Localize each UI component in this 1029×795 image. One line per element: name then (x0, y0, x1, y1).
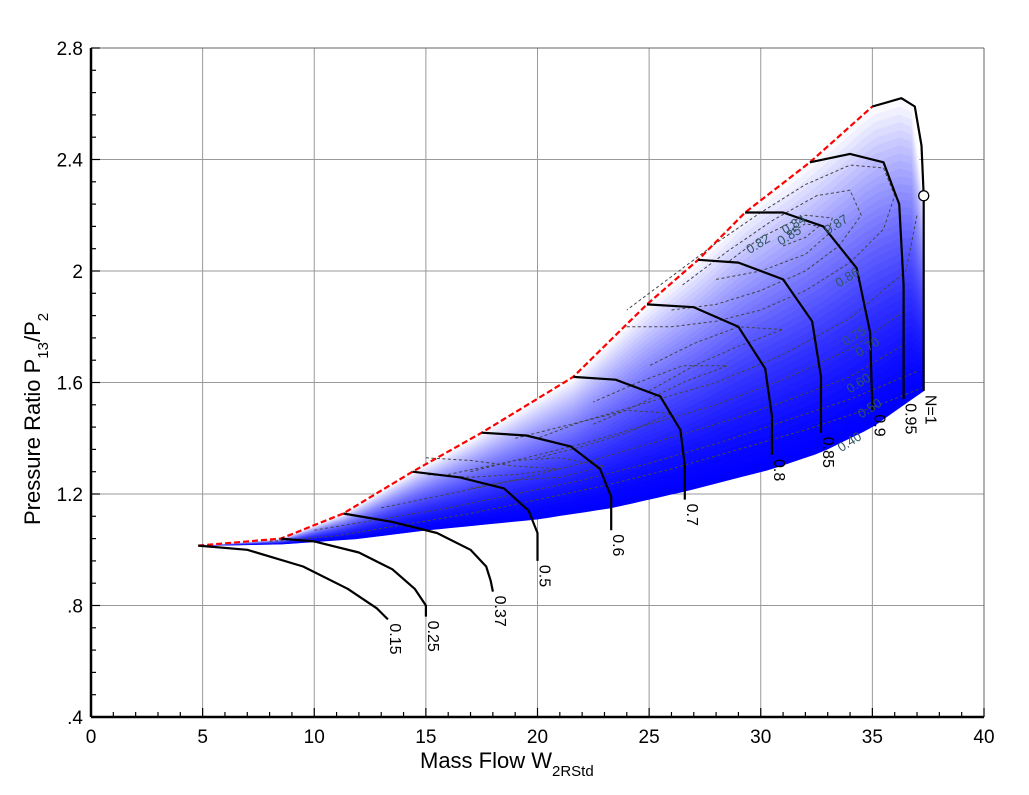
efficiency-contour (381, 343, 907, 509)
speed-line (872, 97, 925, 391)
efficiency-contour (782, 223, 820, 247)
speed-label: 0.9 (870, 414, 887, 436)
y-axis-title-sub-b: 2 (35, 313, 52, 321)
y-tick-label: .4 (67, 708, 83, 729)
y-tick-label: 1.2 (57, 485, 83, 506)
efficiency-contour (269, 387, 922, 542)
x-tick-label: 20 (527, 727, 548, 748)
speed-line (198, 544, 389, 621)
x-tick-label: 15 (415, 727, 436, 748)
speed-line (573, 375, 686, 500)
speed-label: 0.15 (386, 623, 403, 654)
speed-line (343, 512, 494, 592)
efficiency-contour (515, 215, 918, 439)
efficiency-contour (593, 365, 728, 425)
operating-point-marker (918, 190, 930, 202)
speed-line (646, 303, 774, 455)
x-tick-label: 35 (862, 727, 883, 748)
speed-line (280, 537, 427, 617)
x-tick-label: 10 (304, 727, 325, 748)
efficiency-contour (626, 164, 896, 328)
efficiency-contour (425, 457, 560, 478)
speed-lines: 0.15 0.25 0.37 0.5 0.6 0.7 0.8 0.85 0.9 0.95 N=1 (198, 97, 939, 655)
speed-label: 0.8 (770, 459, 787, 481)
y-tick-label: 2 (72, 262, 83, 283)
axes (89, 47, 985, 719)
efficiency-contour (648, 326, 784, 392)
speed-line (698, 258, 823, 433)
y-tick-label: 2.8 (57, 39, 83, 60)
speed-label: 0.85 (819, 437, 836, 468)
efficiency-contour (448, 309, 907, 475)
tick-labels: 0 5 10 15 20 25 30 35 40 .4 .8 1.2 1.6 2 2.4 2.8 (57, 39, 995, 748)
speed-label: 0.95 (902, 403, 919, 434)
x-tick-label: 40 (973, 727, 994, 748)
y-axis-title-part-b: /P (20, 321, 45, 342)
x-axis-title: Mass Flow W2RStd (420, 748, 594, 780)
speed-label: 0.7 (683, 504, 700, 526)
efficiency-contour (537, 409, 672, 459)
x-tick-label: 5 (197, 727, 208, 748)
y-tick-label: 2.4 (57, 151, 84, 172)
speed-line (412, 470, 539, 561)
speed-label: 0.37 (491, 596, 508, 627)
efficiency-contour (314, 370, 918, 531)
x-tick-label: 30 (750, 727, 771, 748)
speed-label: 0.5 (536, 565, 553, 587)
x-tick-label: 25 (639, 727, 660, 748)
efficiency-contours (269, 164, 922, 542)
x-axis-title-subscript: 2RStd (552, 763, 594, 780)
speed-line (809, 152, 905, 400)
x-tick-label: 0 (86, 727, 97, 748)
x-axis-title-main: Mass Flow W (420, 748, 552, 773)
y-axis-title-sub-a: 13 (35, 342, 52, 359)
y-tick-label: .8 (67, 597, 83, 618)
y-axis-title: Pressure Ratio P13/P2 (20, 313, 52, 525)
speed-line (745, 211, 874, 411)
speed-label: N=1 (922, 395, 939, 425)
y-tick-label: 1.6 (57, 374, 83, 395)
efficiency-contour (470, 457, 605, 489)
operating-region-fill (198, 98, 925, 546)
efficiency-contour (671, 189, 862, 311)
y-axis-title-part-a: Pressure Ratio P (20, 359, 45, 525)
speed-line (481, 431, 613, 531)
speed-label: 0.6 (609, 534, 626, 556)
speed-label: 0.25 (424, 621, 441, 652)
